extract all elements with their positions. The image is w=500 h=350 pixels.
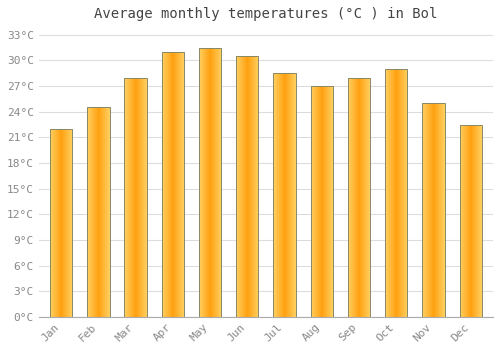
Bar <box>87 107 110 317</box>
Bar <box>460 125 482 317</box>
Bar <box>162 52 184 317</box>
Bar <box>422 103 444 317</box>
Bar <box>50 129 72 317</box>
Bar <box>310 86 333 317</box>
Bar <box>385 69 407 317</box>
Title: Average monthly temperatures (°C ) in Bol: Average monthly temperatures (°C ) in Bo… <box>94 7 438 21</box>
Bar <box>274 73 295 317</box>
Bar <box>236 56 258 317</box>
Bar <box>348 78 370 317</box>
Bar <box>199 48 222 317</box>
Bar <box>124 78 147 317</box>
